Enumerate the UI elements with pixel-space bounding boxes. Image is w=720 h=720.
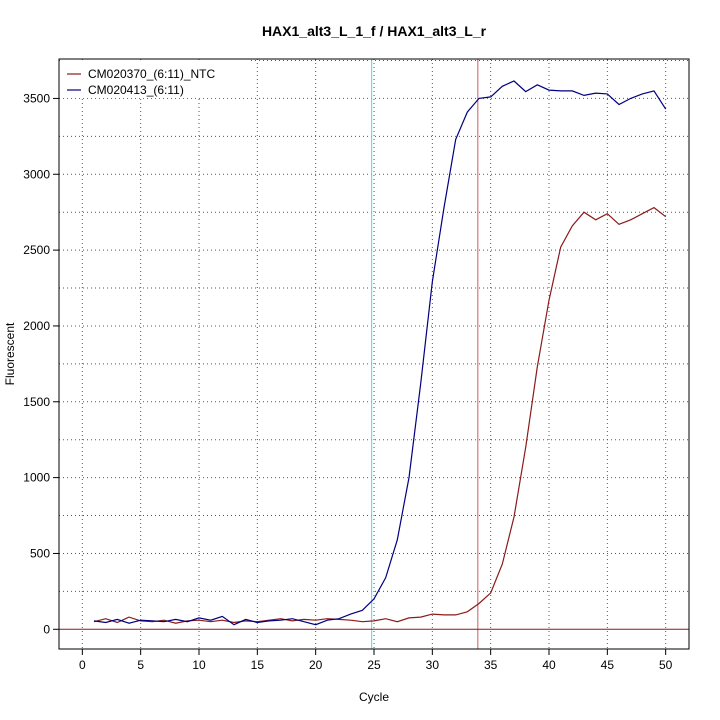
y-tick-label: 1000 bbox=[23, 471, 50, 485]
x-tick-label: 0 bbox=[79, 658, 86, 672]
y-tick-label: 3500 bbox=[23, 91, 50, 105]
y-tick-label: 2500 bbox=[23, 243, 50, 257]
y-tick-label: 500 bbox=[30, 546, 50, 560]
y-tick-label: 2000 bbox=[23, 319, 50, 333]
x-tick-label: 25 bbox=[367, 658, 381, 672]
legend-label: CM020370_(6:11)_NTC bbox=[88, 67, 216, 81]
x-axis-label: Cycle bbox=[359, 690, 389, 704]
grid-lines bbox=[59, 59, 689, 649]
x-tick-label: 40 bbox=[542, 658, 556, 672]
series-line-1 bbox=[93, 206, 667, 624]
x-tick-label: 5 bbox=[137, 658, 144, 672]
chart-title: HAX1_alt3_L_1_f / HAX1_alt3_L_r bbox=[262, 23, 487, 39]
cycle-marker-lines bbox=[59, 59, 689, 649]
x-tick-label: 50 bbox=[659, 658, 673, 672]
x-tick-label: 30 bbox=[426, 658, 440, 672]
legend-box bbox=[60, 60, 248, 98]
x-axis: 0 5 10 15 20 25 30 35 40 45 50 bbox=[79, 649, 673, 672]
series-lines bbox=[93, 80, 667, 626]
y-tick-label: 0 bbox=[43, 622, 50, 636]
x-tick-label: 35 bbox=[484, 658, 498, 672]
x-tick-label: 45 bbox=[601, 658, 615, 672]
x-tick-label: 15 bbox=[251, 658, 265, 672]
legend: CM020370_(6:11)_NTC CM020413_(6:11) bbox=[60, 60, 248, 98]
y-tick-label: 1500 bbox=[23, 395, 50, 409]
y-tick-label: 3000 bbox=[23, 167, 50, 181]
x-tick-label: 10 bbox=[192, 658, 206, 672]
x-tick-label: 20 bbox=[309, 658, 323, 672]
y-axis: 0 500 1000 1500 2000 2500 3000 3500 bbox=[23, 91, 59, 636]
y-axis-label: Fluorescent bbox=[3, 322, 17, 385]
series-line-2 bbox=[93, 80, 667, 626]
legend-label: CM020413_(6:11) bbox=[88, 83, 184, 97]
